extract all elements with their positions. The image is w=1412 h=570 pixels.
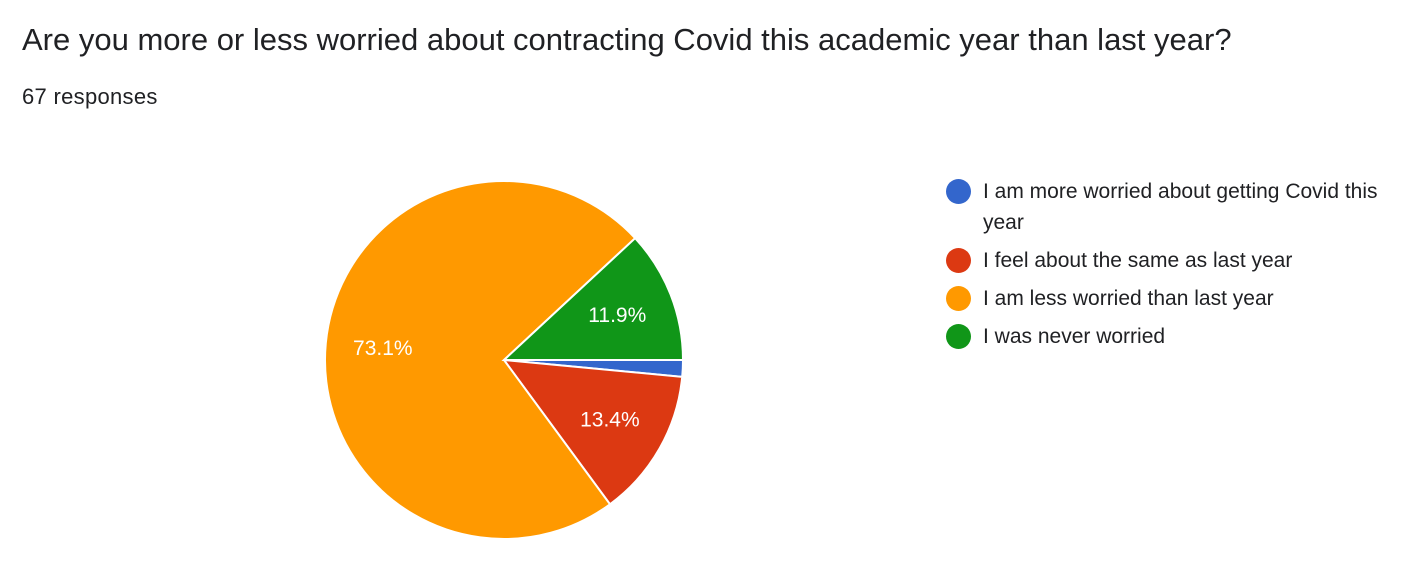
legend-label-less-worried: I am less worried than last year [983, 287, 1274, 310]
legend-swatch-less-worried [946, 286, 971, 311]
legend-item-less-worried[interactable]: I am less worried than last year [946, 283, 1396, 314]
legend-item-more-worried[interactable]: I am more worried about getting Covid th… [946, 176, 1396, 238]
pie-slice-3[interactable] [501, 236, 685, 361]
slice-label-1: 13.4% [580, 409, 640, 432]
legend-swatch-never-worried [946, 324, 971, 349]
slice-label-2: 73.1% [353, 337, 413, 360]
slice-label-3: 11.9% [588, 304, 646, 327]
legend-swatch-more-worried [946, 179, 971, 204]
legend-swatch-same [946, 248, 971, 273]
pie-slice-2[interactable] [324, 180, 637, 540]
legend-item-same[interactable]: I feel about the same as last year [946, 245, 1396, 276]
response-count: 67 responses [22, 84, 158, 109]
legend-label-more-worried: I am more worried about getting Covid th… [983, 180, 1378, 234]
legend: I am more worried about getting Covid th… [946, 176, 1396, 359]
chart-title: Are you more or less worried about contr… [22, 22, 1232, 57]
legend-item-never-worried[interactable]: I was never worried [946, 321, 1396, 352]
pie-chart: 13.4% 73.1% 11.9% [324, 180, 685, 540]
legend-label-same: I feel about the same as last year [983, 249, 1293, 272]
pie-slice-1[interactable] [501, 358, 684, 506]
legend-label-never-worried: I was never worried [983, 325, 1166, 348]
